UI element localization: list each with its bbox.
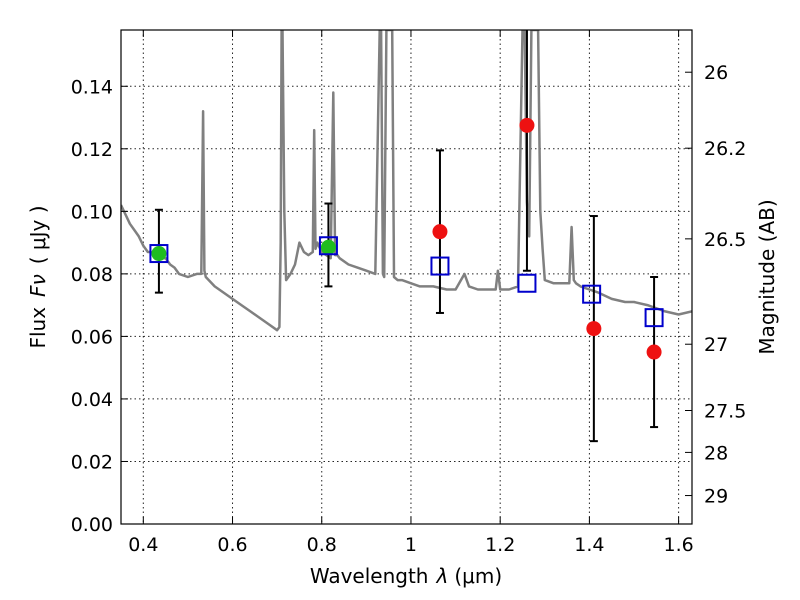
tick-labels: 0.4 0.6 0.8 1 1.2 1.4 1.6 0.00 0.02 0.04 0.06 0.08 0… (71, 62, 747, 556)
axis-ticks (121, 30, 692, 525)
blue-square-marker (149, 244, 169, 264)
y-tick-label: 0.04 (71, 389, 113, 411)
y-axis-title: FluxFν( μJy ) (26, 205, 50, 348)
red-data-point (646, 344, 662, 360)
y2-tick-label: 27.5 (704, 401, 746, 423)
y2-tick-label: 26.2 (704, 138, 746, 160)
y-tick-label: 0.12 (71, 139, 113, 161)
blue-square-marker (430, 256, 450, 276)
plot-frame (120, 29, 693, 525)
y-tick-label: 0.00 (71, 514, 113, 536)
x-axis-title: Wavelength λ (μm) (310, 564, 502, 588)
x-tick-label: 0.4 (128, 534, 158, 556)
y2-axis-title: Magnitude (AB) (755, 199, 779, 354)
x-tick-label: 1.6 (664, 534, 694, 556)
y-tick-label: 0.06 (71, 326, 113, 348)
y-tick-label: 0.10 (71, 201, 113, 223)
y-tick-label: 0.08 (71, 264, 113, 286)
x-tick-label: 1 (405, 534, 417, 556)
x-tick-label: 0.6 (217, 534, 247, 556)
blue-square-marker (517, 273, 537, 293)
blue-square-marker (318, 236, 338, 256)
x-tick-label: 1.2 (485, 534, 515, 556)
green-data-point (320, 239, 336, 255)
y-tick-label: 0.14 (71, 76, 113, 98)
data-markers (149, 117, 664, 360)
y2-tick-label: 26 (704, 62, 728, 84)
x-tick-label: 1.4 (574, 534, 604, 556)
red-data-point (519, 117, 535, 133)
spectrum-line (121, 30, 692, 332)
y2-tick-label: 27 (704, 334, 728, 356)
red-data-point (432, 224, 448, 240)
green-data-point (151, 246, 167, 262)
blue-square-marker (582, 284, 602, 304)
x-tick-label: 0.8 (307, 534, 337, 556)
y2-tick-label: 28 (704, 442, 728, 464)
blue-square-marker (644, 308, 664, 328)
y-tick-label: 0.02 (71, 451, 113, 473)
y2-tick-label: 26.5 (704, 229, 746, 251)
y2-tick-label: 29 (704, 486, 728, 508)
red-data-point (586, 321, 602, 337)
